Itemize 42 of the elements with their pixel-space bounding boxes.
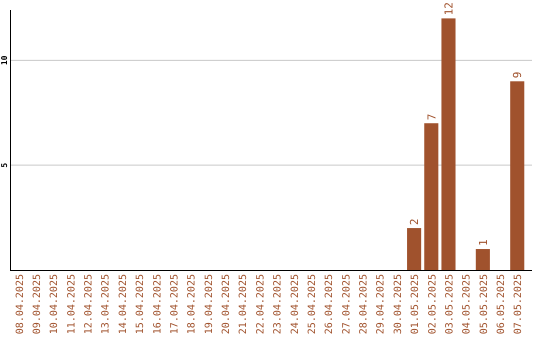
- x-tick-label: 08.04.2025: [14, 274, 26, 334]
- x-tick-label: 12.04.2025: [84, 274, 95, 334]
- x-tick-label: 11.04.2025: [66, 274, 78, 334]
- x-tick-label: 15.04.2025: [135, 274, 146, 334]
- x-tick-label: 17.04.2025: [169, 274, 180, 334]
- x-tick-label: 23.04.2025: [272, 274, 284, 334]
- x-tick-label: 13.04.2025: [100, 274, 112, 334]
- x-tick-label: 14.04.2025: [118, 274, 129, 334]
- bar: [441, 18, 456, 270]
- data-label: 1: [476, 239, 490, 246]
- x-tick-label: 05.05.2025: [478, 274, 490, 334]
- x-tick-label: 04.05.2025: [462, 274, 473, 334]
- x-tick-label: 09.04.2025: [32, 274, 43, 334]
- data-label: 12: [442, 2, 456, 16]
- y-tick-label: 5: [0, 162, 9, 168]
- x-tick-label: 30.04.2025: [392, 274, 404, 334]
- x-tick-label: 26.04.2025: [324, 274, 336, 334]
- x-tick-label: 27.04.2025: [341, 274, 352, 334]
- x-tick-label: 16.04.2025: [152, 274, 164, 334]
- x-tick-label: 07.05.2025: [513, 274, 524, 334]
- x-tick-label: 29.04.2025: [376, 274, 387, 334]
- x-tick-label: 19.04.2025: [204, 274, 215, 334]
- x-tick-label: 20.04.2025: [221, 274, 232, 334]
- x-tick-label: 06.05.2025: [496, 274, 508, 334]
- x-tick-label: 24.04.2025: [290, 274, 301, 334]
- x-tick-label: 25.04.2025: [306, 274, 318, 334]
- bar: [510, 81, 524, 270]
- data-label: 2: [408, 218, 422, 226]
- x-tick-label: 10.04.2025: [49, 274, 60, 334]
- x-tick-label: 02.05.2025: [427, 274, 438, 334]
- x-tick-label: 03.05.2025: [444, 274, 456, 334]
- bar: [407, 228, 422, 270]
- x-tick-label: 01.05.2025: [410, 274, 422, 334]
- data-label: 9: [511, 72, 524, 78]
- x-tick-label: 28.04.2025: [358, 274, 370, 334]
- data-label: 7: [425, 114, 438, 120]
- y-tick-label: 10: [0, 55, 9, 66]
- bar: [424, 123, 438, 270]
- bar: [476, 249, 490, 270]
- x-tick-label: 18.04.2025: [186, 274, 198, 334]
- x-tick-label: 21.04.2025: [238, 274, 250, 334]
- x-tick-label: 22.04.2025: [255, 274, 266, 334]
